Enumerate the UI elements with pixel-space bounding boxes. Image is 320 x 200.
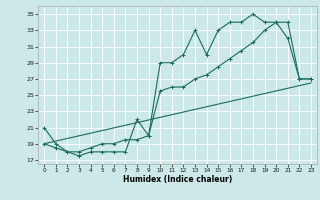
X-axis label: Humidex (Indice chaleur): Humidex (Indice chaleur) bbox=[123, 175, 232, 184]
